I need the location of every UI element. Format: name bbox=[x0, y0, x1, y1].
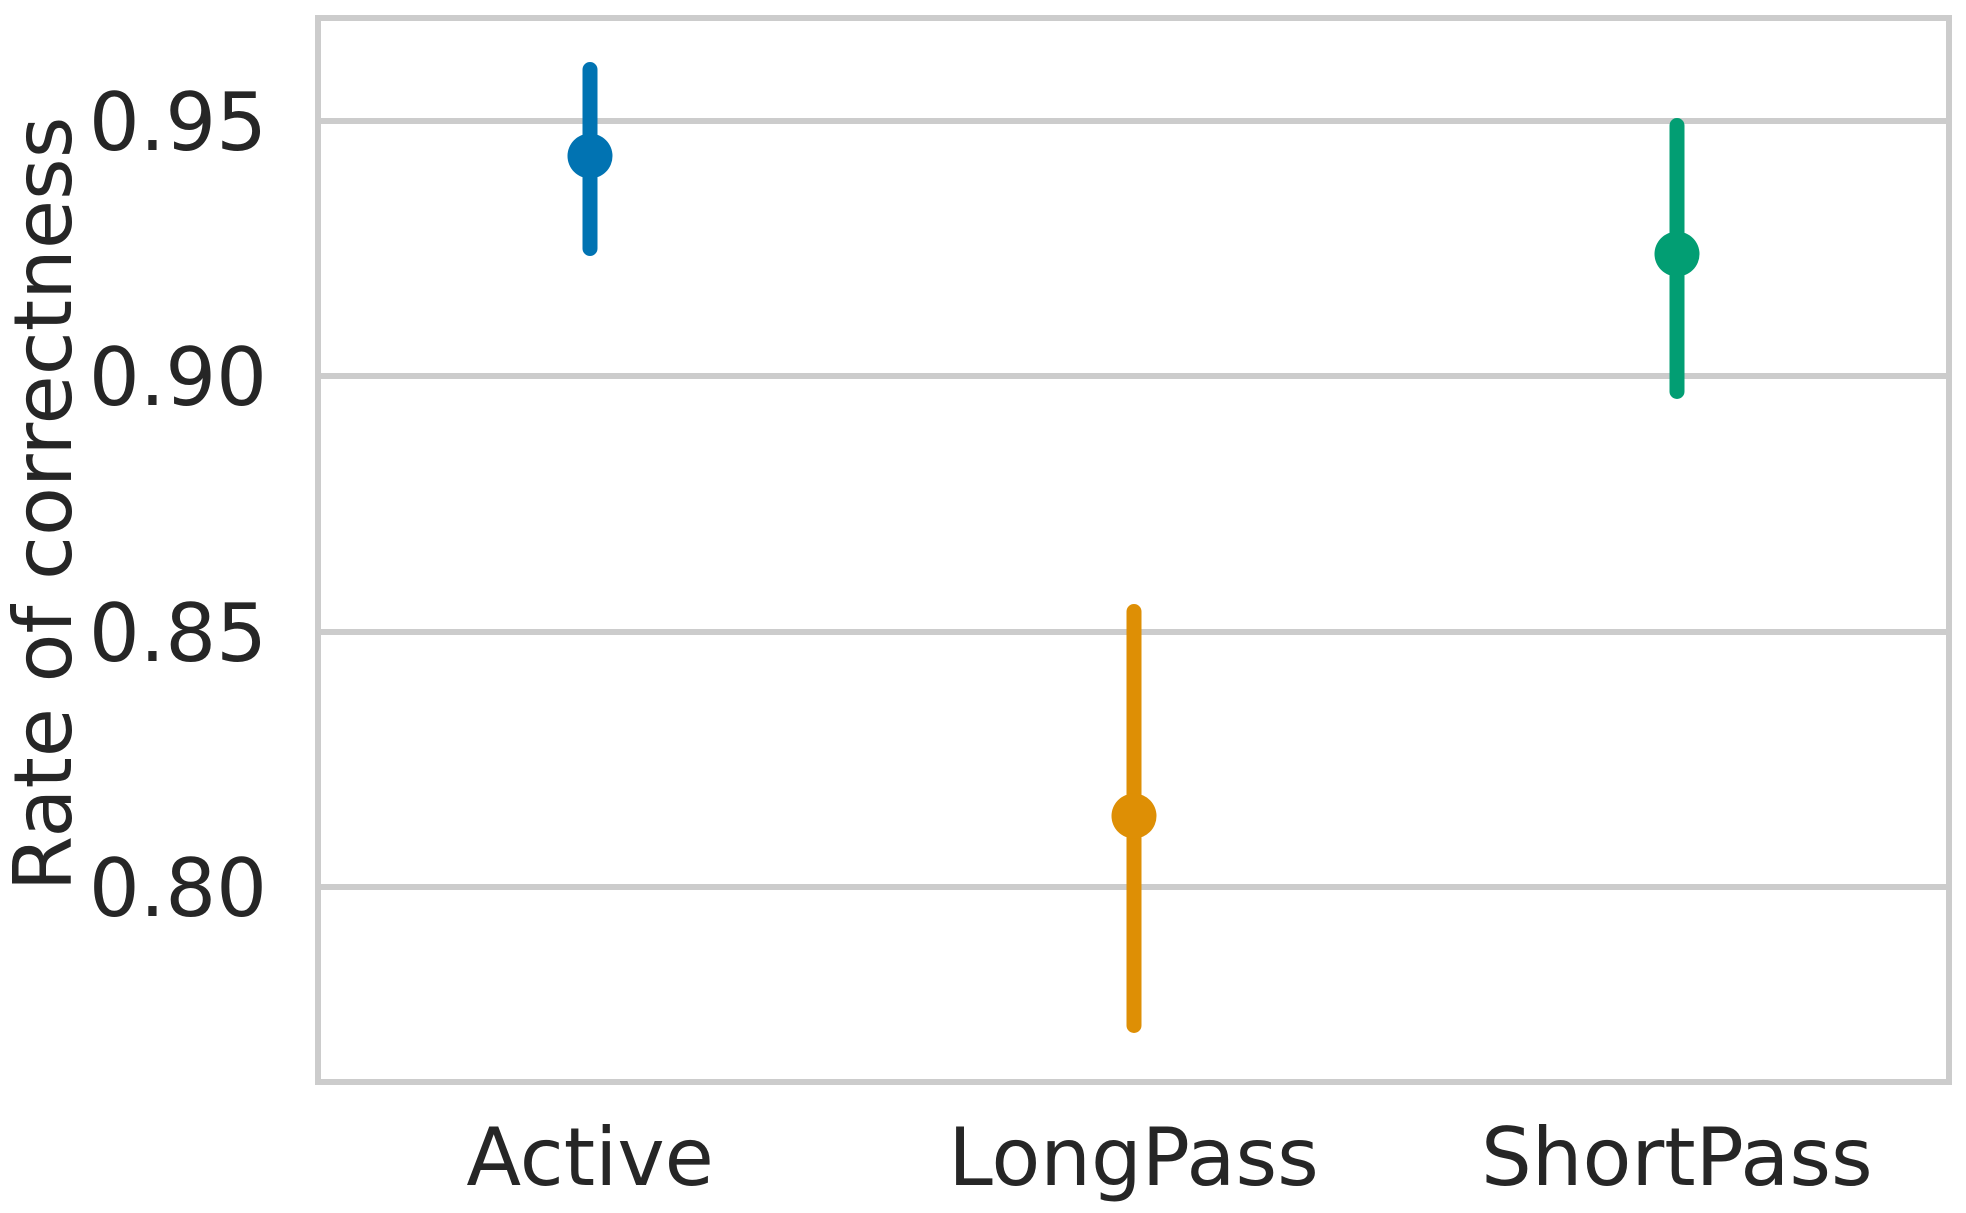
y-axis-label: Rate of correctness bbox=[0, 116, 90, 892]
point-active bbox=[567, 133, 613, 179]
gridline-0.90 bbox=[321, 373, 1946, 380]
gridline-0.95 bbox=[321, 117, 1946, 124]
y-tick-label-0.80: 0.80 bbox=[88, 842, 267, 936]
x-tick-label-active: Active bbox=[466, 1111, 714, 1204]
point-longpass bbox=[1111, 793, 1156, 839]
point-shortpass bbox=[1654, 231, 1700, 277]
x-tick-label-shortpass: ShortPass bbox=[1480, 1111, 1873, 1204]
y-tick-label-0.85: 0.85 bbox=[88, 586, 267, 680]
y-tick-label-0.90: 0.90 bbox=[88, 331, 267, 425]
x-tick-label-longpass: LongPass bbox=[948, 1111, 1319, 1204]
y-tick-label-0.95: 0.95 bbox=[88, 75, 267, 169]
